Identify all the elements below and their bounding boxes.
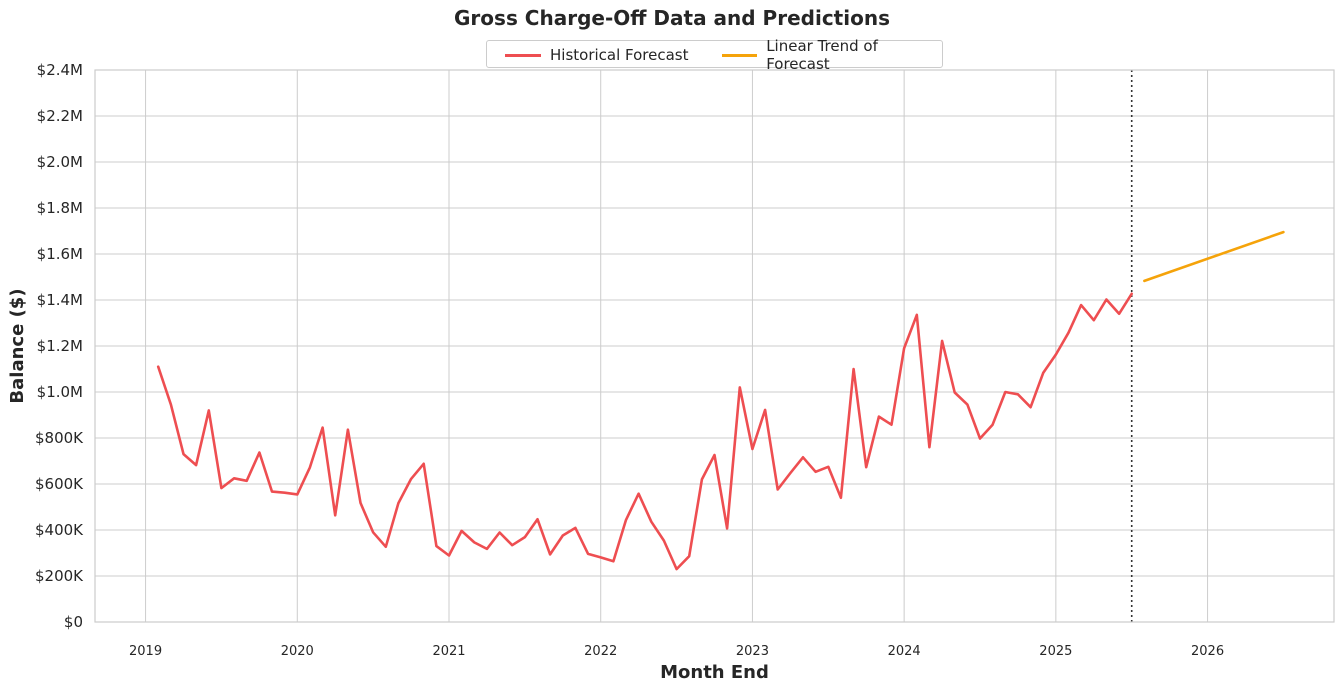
x-axis: 2019 2020 2021 2022 2023 2024 2025 2026 [129, 644, 1224, 659]
x-tick-label: 2020 [281, 644, 314, 659]
historical-forecast-line [156, 292, 1133, 571]
x-tick-label: 2019 [129, 644, 162, 659]
legend-item-trend: Linear Trend of Forecast [722, 37, 942, 73]
plot-frame [94, 69, 1335, 623]
y-tick-label: $1.8M [37, 199, 83, 217]
grid-lines [95, 69, 1334, 623]
legend: Historical Forecast Linear Trend of Fore… [486, 37, 943, 73]
x-tick-label: 2023 [736, 644, 769, 659]
legend-swatch-trend [722, 53, 758, 57]
y-tick-label: $1.6M [37, 245, 83, 263]
y-tick-label: $1.4M [37, 291, 83, 309]
x-tick-label: 2021 [432, 644, 465, 659]
y-tick-label: $1.2M [37, 337, 83, 355]
y-tick-label: $600K [35, 475, 84, 493]
y-tick-label: $400K [35, 521, 84, 539]
legend-label-historical: Historical Forecast [550, 46, 689, 64]
x-tick-label: 2026 [1191, 644, 1224, 659]
x-tick-label: 2022 [584, 644, 617, 659]
y-tick-label: $1.0M [37, 383, 83, 401]
linear-trend-line [1143, 230, 1285, 283]
y-tick-label: $2.0M [37, 153, 83, 171]
x-tick-label: 2025 [1039, 644, 1072, 659]
series-lines [156, 70, 1285, 622]
y-tick-label: $0 [64, 613, 83, 631]
y-tick-label: $2.4M [37, 61, 83, 79]
y-tick-label: $200K [35, 567, 84, 585]
y-tick-label: $2.2M [37, 107, 83, 125]
chart-title: Gross Charge-Off Data and Predictions [454, 6, 890, 30]
x-axis-label: Month End [660, 662, 769, 683]
legend-label-trend: Linear Trend of Forecast [766, 37, 878, 73]
y-tick-label: $800K [35, 429, 84, 447]
legend-swatch-historical [505, 53, 541, 57]
x-tick-label: 2024 [888, 644, 921, 659]
legend-item-historical: Historical Forecast [505, 45, 689, 65]
y-axis: $0 $200K $400K $600K $800K $1.0M $1.2M $1.4M $1.… [35, 61, 84, 631]
y-axis-label: Balance ($) [7, 288, 28, 403]
